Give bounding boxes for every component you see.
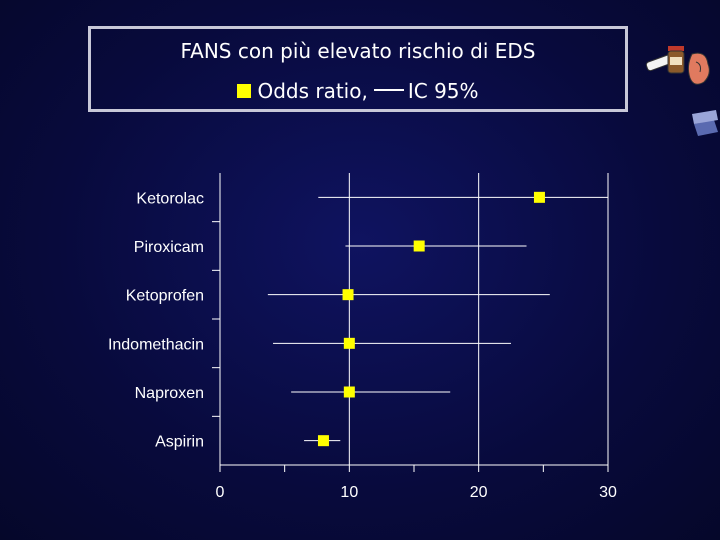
title-box: FANS con più elevato rischio di EDS Odds… [88,26,628,112]
axis-layer [212,173,609,472]
x-tick-label-0: 0 [216,484,225,501]
category-label-aspirin: Aspirin [155,434,204,451]
legend-marker-swatch [237,83,252,98]
marker-layer [317,191,545,447]
chart-title: FANS con più elevato rischio di EDS [180,39,536,63]
category-label-naproxen: Naproxen [135,385,204,402]
x-tick-label-10: 10 [340,484,358,501]
odds-ratio-marker-indomethacin [343,337,355,349]
odds-ratio-marker-aspirin [317,435,329,447]
category-label-piroxicam: Piroxicam [134,239,204,256]
x-tick-label-20: 20 [470,484,488,501]
odds-ratio-marker-ketoprofen [342,289,354,301]
label-layer: 0 10 20 30 Ketorolac Piroxicam Ketoprofen Indom… [108,190,617,501]
odds-ratio-marker-piroxicam [413,240,425,252]
ci-layer [267,196,608,442]
odds-ratio-marker-naproxen [343,386,355,398]
category-label-ketorolac: Ketorolac [136,190,204,207]
legend-marker-label: Odds ratio, [257,79,368,103]
medicine-clipart-icon [645,46,718,136]
x-tick-label-30: 30 [599,484,617,501]
odds-ratio-marker-ketorolac [533,191,545,203]
category-label-indomethacin: Indomethacin [108,336,204,353]
grid-layer [348,173,609,465]
legend: Odds ratio, IC 95% [91,79,625,103]
legend-line-label: IC 95% [407,79,479,103]
category-label-ketoprofen: Ketoprofen [126,288,204,305]
legend-line-swatch [373,88,404,91]
